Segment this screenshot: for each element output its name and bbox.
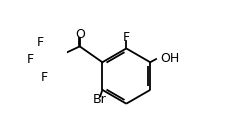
- Text: F: F: [26, 53, 33, 66]
- Text: F: F: [37, 36, 44, 49]
- Text: F: F: [41, 71, 48, 84]
- Text: Br: Br: [92, 93, 106, 106]
- Text: OH: OH: [160, 51, 179, 64]
- Text: O: O: [75, 28, 85, 41]
- Text: F: F: [123, 31, 130, 44]
